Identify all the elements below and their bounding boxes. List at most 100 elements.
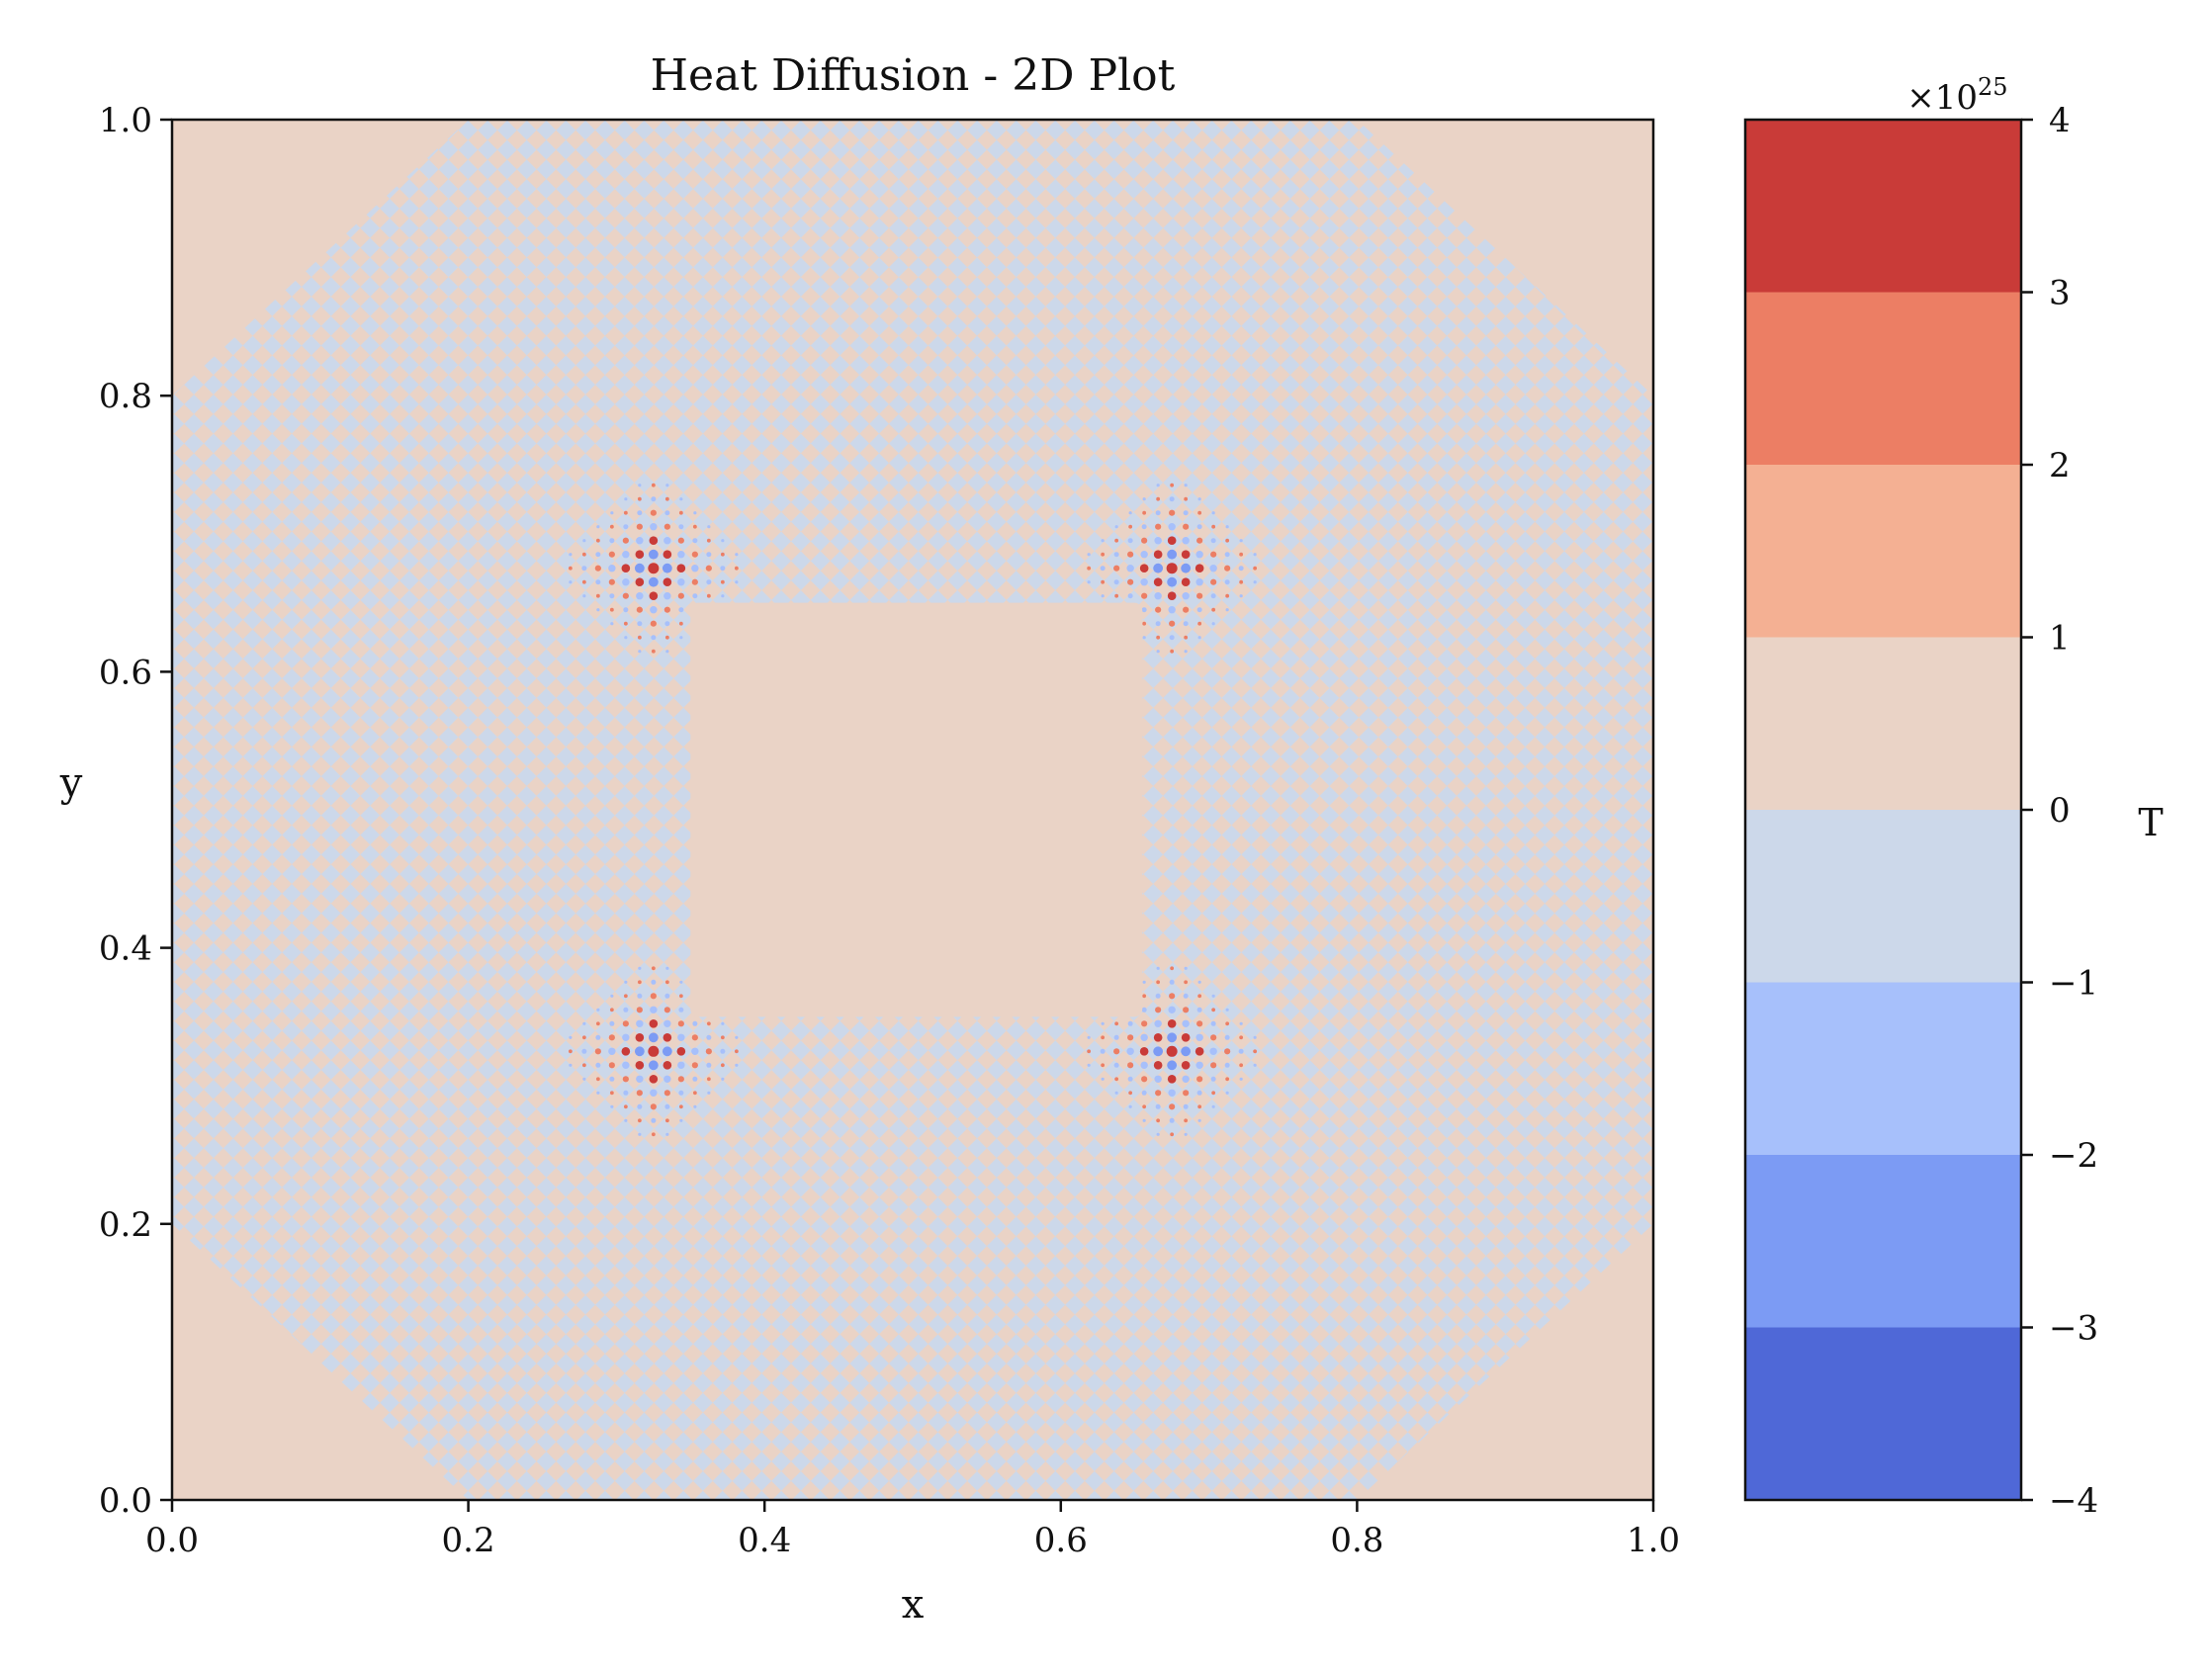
y-tick-label: 0.4 bbox=[99, 929, 152, 969]
hotspot-dot bbox=[1239, 1021, 1243, 1025]
hotspot-dot bbox=[610, 994, 614, 998]
hotspot-dot bbox=[1141, 524, 1147, 530]
hotspot-dot bbox=[1195, 1061, 1203, 1070]
hotspot-dot bbox=[1183, 1007, 1190, 1013]
hotspot-dot bbox=[1167, 591, 1177, 600]
hotspot-dot bbox=[664, 606, 670, 613]
hotspot-dot bbox=[651, 966, 656, 971]
hotspot-dot bbox=[651, 1132, 656, 1137]
hotspot-dot bbox=[635, 1061, 645, 1070]
hotspot-dot bbox=[664, 1090, 670, 1097]
hotspot-dot bbox=[720, 566, 726, 572]
hotspot-dot bbox=[648, 576, 659, 587]
hotspot-dot bbox=[665, 484, 669, 487]
hotspot-dot bbox=[1101, 552, 1106, 557]
hotspot-dot bbox=[706, 552, 712, 558]
hotspot-dot bbox=[1182, 1019, 1190, 1028]
hotspot-dot bbox=[1209, 1047, 1217, 1056]
hotspot-dot bbox=[1087, 580, 1091, 584]
hotspot-dot bbox=[664, 993, 670, 999]
hotspot-dot bbox=[664, 1075, 671, 1084]
hotspot-dot bbox=[594, 565, 601, 572]
hotspot-dot bbox=[705, 1048, 712, 1055]
hotspot-dot bbox=[1101, 1021, 1105, 1025]
hotspot-dot bbox=[1156, 484, 1160, 487]
hotspot-dot bbox=[664, 621, 670, 627]
hotspot-dot bbox=[664, 1103, 670, 1109]
hotspot-dot bbox=[1239, 594, 1243, 598]
hotspot-dot bbox=[596, 608, 600, 612]
hotspot-dot bbox=[648, 1060, 659, 1071]
hotspot-dot bbox=[692, 1076, 698, 1082]
colorbar-tick-label: −2 bbox=[2049, 1136, 2098, 1176]
hotspot-dot bbox=[636, 1090, 643, 1097]
hotspot-dot bbox=[1182, 592, 1190, 600]
hotspot-dot bbox=[651, 979, 657, 985]
hotspot-dot bbox=[1253, 1035, 1257, 1039]
hotspot-dot bbox=[1101, 1035, 1106, 1040]
hotspot-dot bbox=[622, 1020, 629, 1027]
colorbar-segment bbox=[1745, 120, 2021, 293]
hotspot-dot bbox=[624, 497, 628, 501]
hotspot-dot bbox=[693, 511, 697, 515]
hotspot-dot bbox=[706, 1062, 712, 1068]
colorbar-multiplier: ×10 bbox=[1906, 78, 1978, 118]
hotspot-dot bbox=[636, 1075, 644, 1084]
hotspot-dot bbox=[706, 538, 711, 543]
hotspot-dot bbox=[1225, 608, 1229, 612]
hotspot-dot bbox=[1166, 1045, 1178, 1057]
colorbar-ticks: 4 3 2 1 0 −1 −2 −3 −4 bbox=[2021, 101, 2098, 1521]
hotspot-dot bbox=[650, 993, 657, 1000]
uniform-regions bbox=[690, 602, 1143, 1017]
hotspot-dot bbox=[637, 980, 642, 985]
hotspot-dot bbox=[1113, 579, 1119, 585]
hotspot-dot bbox=[624, 1118, 628, 1122]
hotspot-dot bbox=[1167, 1019, 1177, 1028]
hotspot-dot bbox=[691, 578, 698, 585]
hotspot-dot bbox=[581, 566, 587, 572]
hotspot-dot bbox=[649, 1019, 659, 1028]
hotspot-dot bbox=[1238, 1048, 1244, 1054]
hotspot-dot bbox=[1141, 537, 1148, 544]
hotspot-dot bbox=[1168, 523, 1176, 531]
hotspot-dot bbox=[1239, 1077, 1243, 1081]
hotspot-dot bbox=[610, 622, 614, 626]
colorbar-exponent: 25 bbox=[1978, 73, 2008, 101]
hotspot-dot bbox=[623, 1007, 629, 1013]
hotspot-dot bbox=[1166, 563, 1178, 574]
hotspot-dot bbox=[595, 552, 601, 558]
hotspot-dot bbox=[1239, 539, 1243, 543]
hotspot-dot bbox=[1183, 510, 1189, 516]
colorbar-segment bbox=[1745, 810, 2021, 983]
hotspot-dot bbox=[1224, 565, 1231, 572]
hotspot-dot bbox=[678, 524, 684, 530]
hotspot-dot bbox=[1181, 577, 1191, 586]
hotspot-dot bbox=[1197, 980, 1201, 984]
hotspot-dot bbox=[1170, 966, 1175, 971]
colorbar-tick-label: 1 bbox=[2049, 619, 2071, 659]
hotspot-dot bbox=[1210, 578, 1217, 585]
hotspot-dot bbox=[1139, 564, 1149, 572]
x-axis-ticks: 0.0 0.2 0.4 0.6 0.8 1.0 bbox=[145, 1500, 1680, 1560]
hotspot-dot bbox=[1197, 994, 1202, 999]
hotspot-dot bbox=[623, 607, 629, 613]
hotspot-dot bbox=[1210, 538, 1216, 544]
hotspot-dot bbox=[1169, 496, 1175, 502]
hotspot-dot bbox=[1253, 580, 1257, 584]
hotspot-dot bbox=[1183, 1090, 1190, 1097]
hotspot-dot bbox=[1126, 565, 1134, 572]
hotspot-dot bbox=[609, 1008, 614, 1013]
hotspot-dot bbox=[1183, 606, 1190, 613]
hotspot-dot bbox=[621, 1047, 631, 1056]
x-axis-label: x bbox=[902, 1582, 925, 1628]
hotspot-dot bbox=[1127, 593, 1133, 599]
hotspot-dot bbox=[1184, 635, 1189, 640]
hotspot-dot bbox=[734, 1049, 739, 1054]
y-tick-label: 0.6 bbox=[99, 653, 152, 692]
y-tick-label: 0.8 bbox=[99, 377, 152, 416]
hotspot-dot bbox=[1155, 1103, 1161, 1109]
hotspot-dot bbox=[610, 511, 614, 515]
hotspot-dot bbox=[636, 523, 643, 530]
hotspot-dot bbox=[1211, 622, 1215, 626]
